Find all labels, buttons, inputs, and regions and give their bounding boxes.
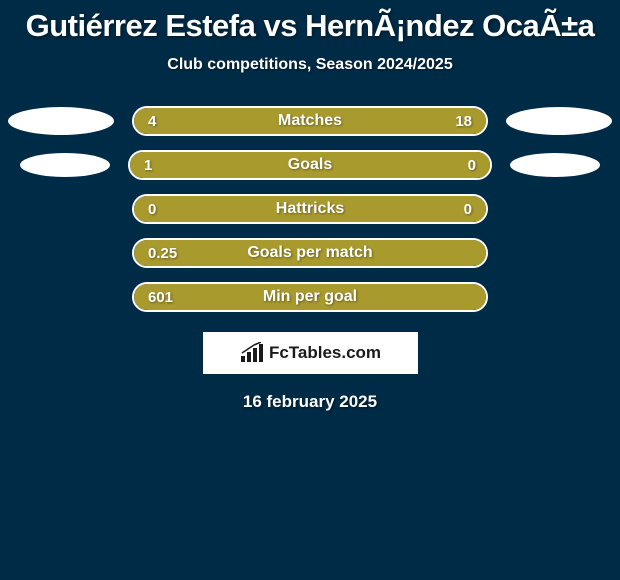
stats-container: 4 18 Matches 1 0 Goals 0 0 Hattricks 0.25 Goals pe…: [8, 106, 612, 312]
bar-value-left: 601: [148, 289, 173, 306]
player-oval-left: [20, 153, 110, 177]
stat-row: 0 0 Hattricks: [8, 194, 612, 224]
stat-bar: 0.25 Goals per match: [132, 238, 488, 268]
subtitle: Club competitions, Season 2024/2025: [8, 56, 612, 74]
stat-row: 4 18 Matches: [8, 106, 612, 136]
bar-fill-left: [130, 152, 418, 178]
page-title: Gutiérrez Estefa vs HernÃ¡ndez OcaÃ±a: [8, 8, 612, 44]
player-oval-right: [510, 153, 600, 177]
bar-value-left: 0: [148, 201, 156, 218]
bar-label: Matches: [278, 112, 342, 130]
date-text: 16 february 2025: [8, 392, 612, 412]
bar-fill-right: [418, 152, 490, 178]
bar-label: Min per goal: [263, 288, 357, 306]
bar-label: Goals: [288, 156, 332, 174]
main-container: Gutiérrez Estefa vs HernÃ¡ndez OcaÃ±a Cl…: [0, 0, 620, 420]
bar-fill-left: [134, 108, 198, 134]
bar-label: Hattricks: [276, 200, 344, 218]
bar-value-left: 1: [144, 157, 152, 174]
stat-row: 1 0 Goals: [8, 150, 612, 180]
logo-box: FcTables.com: [203, 332, 418, 374]
oval-placeholder: [8, 239, 114, 267]
bar-value-left: 0.25: [148, 245, 177, 262]
oval-placeholder: [8, 195, 114, 223]
stat-bar: 0 0 Hattricks: [132, 194, 488, 224]
logo-text: FcTables.com: [269, 343, 381, 363]
player-oval-left: [8, 107, 114, 135]
stat-bar: 1 0 Goals: [128, 150, 492, 180]
bar-value-right: 0: [468, 157, 476, 174]
stat-row: 601 Min per goal: [8, 282, 612, 312]
oval-placeholder: [506, 239, 612, 267]
chart-icon: [239, 342, 265, 364]
player-oval-right: [506, 107, 612, 135]
bar-fill-right: [198, 108, 486, 134]
bar-value-left: 4: [148, 113, 156, 130]
oval-placeholder: [8, 283, 114, 311]
stat-bar: 4 18 Matches: [132, 106, 488, 136]
oval-placeholder: [506, 283, 612, 311]
stat-bar: 601 Min per goal: [132, 282, 488, 312]
stat-row: 0.25 Goals per match: [8, 238, 612, 268]
oval-placeholder: [506, 195, 612, 223]
bar-label: Goals per match: [247, 244, 372, 262]
bar-value-right: 18: [455, 113, 472, 130]
bar-value-right: 0: [464, 201, 472, 218]
